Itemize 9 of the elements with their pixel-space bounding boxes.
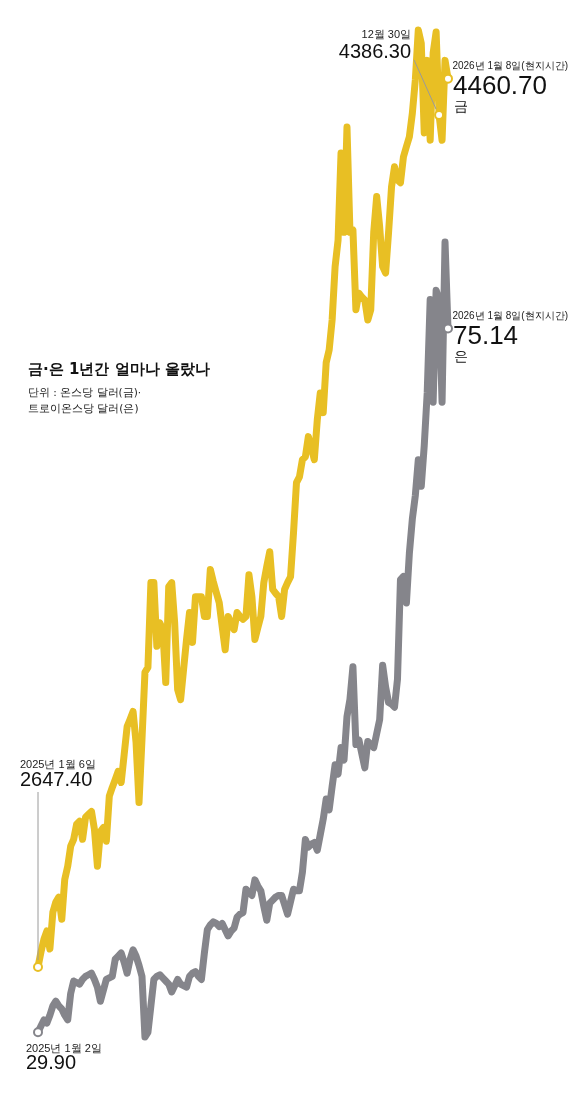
series-label: 은 xyxy=(454,347,468,364)
annotation: 2025년 1월 6일 xyxy=(20,758,96,770)
text: 단위 : 온스당 달러(금)· 트로이온스당 달러(은) xyxy=(28,385,143,416)
text: 금·은 1년간 얼마나 올랐나 xyxy=(28,359,210,379)
series-label: 금 xyxy=(454,97,468,114)
data-label: 4386.30 xyxy=(338,40,412,62)
text: 2026년 1월 8일(현지시간) xyxy=(452,309,569,321)
text: 2026년 1월 8일(현지시간) xyxy=(452,59,569,71)
annotation: 12월 30일 xyxy=(361,28,412,40)
